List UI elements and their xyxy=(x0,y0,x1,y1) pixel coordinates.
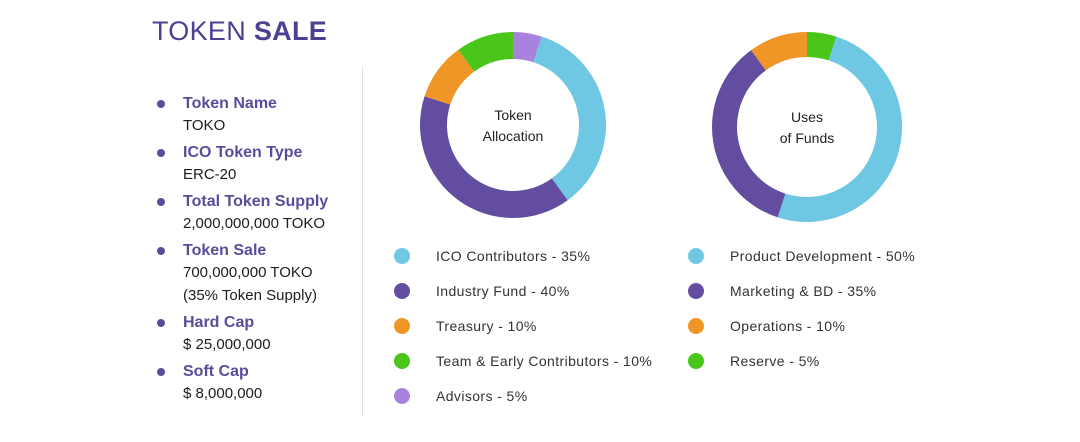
info-label: Total Token Supply xyxy=(183,193,329,210)
slice-team-and-early-contributors xyxy=(458,32,513,72)
donut-center-label: Allocation xyxy=(483,128,544,144)
info-value: (35% Token Supply) xyxy=(183,287,317,304)
bullet-icon xyxy=(157,319,165,327)
slice-advisors xyxy=(513,32,542,63)
uses-of-funds-donut: Uses of Funds xyxy=(712,31,902,223)
info-item-ico-token-type: ICO Token Type ERC-20 xyxy=(154,143,328,186)
slice-industry-fund xyxy=(420,96,568,218)
legend-swatch-icon xyxy=(394,388,410,404)
slice-treasury xyxy=(424,49,475,105)
token-info-list: Token Name TOKO ICO Token Type ERC-20 Total … xyxy=(154,94,328,411)
info-label: ICO Token Type xyxy=(183,144,303,161)
info-label: Soft Cap xyxy=(183,363,249,380)
bullet-icon xyxy=(157,100,165,108)
slice-marketing-and-bd xyxy=(712,50,786,218)
legend-label: ICO Contributors - 35% xyxy=(436,248,591,264)
legend-swatch-icon xyxy=(688,318,704,334)
info-value: 700,000,000 TOKO xyxy=(183,264,313,281)
legend-swatch-icon xyxy=(394,248,410,264)
legend-swatch-icon xyxy=(394,318,410,334)
slice-ico-contributors xyxy=(533,36,606,201)
info-item-token-name: Token Name TOKO xyxy=(154,94,328,137)
bullet-icon xyxy=(157,198,165,206)
token-allocation-donut: Token Allocation xyxy=(420,32,606,218)
info-item-token-sale: Token Sale 700,000,000 TOKO (35% Token Sup… xyxy=(154,241,328,307)
slice-operations xyxy=(751,31,807,71)
donut-center-label: of Funds xyxy=(780,130,834,146)
info-label: Hard Cap xyxy=(183,314,255,331)
legend-swatch-icon xyxy=(688,283,704,299)
legend-label: Industry Fund - 40% xyxy=(436,283,570,299)
legend-swatch-icon xyxy=(688,353,704,369)
info-value: ERC-20 xyxy=(183,166,237,183)
info-value: 2,000,000,000 TOKO xyxy=(183,215,326,232)
title-bold: SALE xyxy=(253,16,328,46)
slice-reserve xyxy=(807,32,837,61)
legend-swatch-icon xyxy=(394,283,410,299)
legend-label: Product Development - 50% xyxy=(730,248,916,264)
legend-label: Operations - 10% xyxy=(730,318,846,334)
legend-swatch-icon xyxy=(688,248,704,264)
slice-product-development xyxy=(777,36,902,223)
info-value: $ 8,000,000 xyxy=(183,385,263,402)
legend-label: Reserve - 5% xyxy=(730,353,820,369)
title-regular: TOKEN xyxy=(152,16,247,46)
info-item-soft-cap: Soft Cap $ 8,000,000 xyxy=(154,362,328,405)
legend-label: Advisors - 5% xyxy=(436,388,528,404)
donut-center-label: Uses xyxy=(791,109,823,125)
legend-label: Team & Early Contributors - 10% xyxy=(436,353,653,369)
bullet-icon xyxy=(157,368,165,376)
legend-label: Treasury - 10% xyxy=(436,318,537,334)
info-item-total-token-supply: Total Token Supply 2,000,000,000 TOKO xyxy=(154,192,328,235)
info-item-hard-cap: Hard Cap $ 25,000,000 xyxy=(154,313,328,356)
info-label: Token Sale xyxy=(183,242,267,259)
info-label: Token Name xyxy=(183,95,277,112)
divider xyxy=(362,66,363,416)
donut-center-label: Token xyxy=(494,107,531,123)
bullet-icon xyxy=(157,247,165,255)
info-value: TOKO xyxy=(183,117,226,134)
legend-label: Marketing & BD - 35% xyxy=(730,283,877,299)
bullet-icon xyxy=(157,149,165,157)
page-title: TOKEN SALE xyxy=(152,16,327,47)
legend-swatch-icon xyxy=(394,353,410,369)
info-value: $ 25,000,000 xyxy=(183,336,271,353)
